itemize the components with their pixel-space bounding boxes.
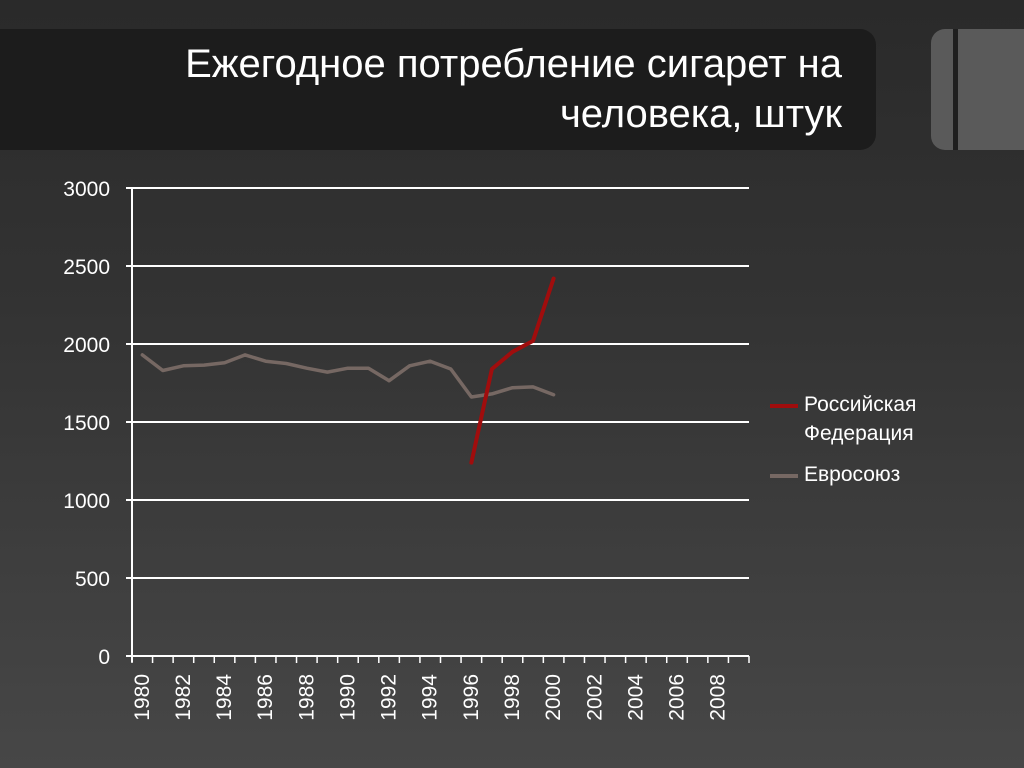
y-tick-label-2500: 2500 xyxy=(63,256,110,279)
chart-legend: Российская Федерация Евросоюз xyxy=(770,390,1010,501)
series-line-russia xyxy=(469,276,556,465)
legend-label-eu: Евросоюз xyxy=(804,463,901,486)
legend-label-russia: Российская Федерация xyxy=(804,393,917,445)
x-tick-label-1986: 1986 xyxy=(254,674,277,721)
slide-title-line-1: Ежегодное потребление сигарет на xyxy=(185,42,842,86)
x-tick-label-1984: 1984 xyxy=(213,674,236,721)
x-tick-label-2002: 2002 xyxy=(583,674,606,721)
x-tick-label-2006: 2006 xyxy=(666,674,689,721)
y-tick-label-3000: 3000 xyxy=(63,178,110,201)
x-tick-label-1988: 1988 xyxy=(295,674,318,721)
x-tick-label-2008: 2008 xyxy=(707,674,730,721)
accent-stripe xyxy=(953,29,958,150)
slide-title: Ежегодное потребление сигарет на человек… xyxy=(22,39,842,139)
slide-title-line-2: человека, штук xyxy=(559,92,842,136)
accent-block xyxy=(931,29,1024,150)
title-bar: Ежегодное потребление сигарет на человек… xyxy=(0,29,876,150)
y-tick-label-1500: 1500 xyxy=(63,412,110,435)
legend-swatch-russia xyxy=(770,404,798,408)
legend-item-eu: Евросоюз xyxy=(770,460,1010,489)
x-tick-label-1992: 1992 xyxy=(378,674,401,721)
x-tick-label-1998: 1998 xyxy=(501,674,524,721)
y-tick-label-2000: 2000 xyxy=(63,334,110,357)
y-tick-label-500: 500 xyxy=(75,568,110,591)
x-tick-label-1990: 1990 xyxy=(336,674,359,721)
x-tick-label-1996: 1996 xyxy=(460,674,483,721)
x-tick-label-2004: 2004 xyxy=(624,674,647,721)
x-tick-label-2000: 2000 xyxy=(542,674,565,721)
legend-item-russia: Российская Федерация xyxy=(770,390,1010,448)
y-tick-label-0: 0 xyxy=(98,646,110,669)
x-tick-label-1994: 1994 xyxy=(419,674,442,721)
legend-swatch-eu xyxy=(770,474,798,478)
x-tick-label-1980: 1980 xyxy=(131,674,154,721)
y-tick-label-1000: 1000 xyxy=(63,490,110,513)
x-tick-label-1982: 1982 xyxy=(172,674,195,721)
